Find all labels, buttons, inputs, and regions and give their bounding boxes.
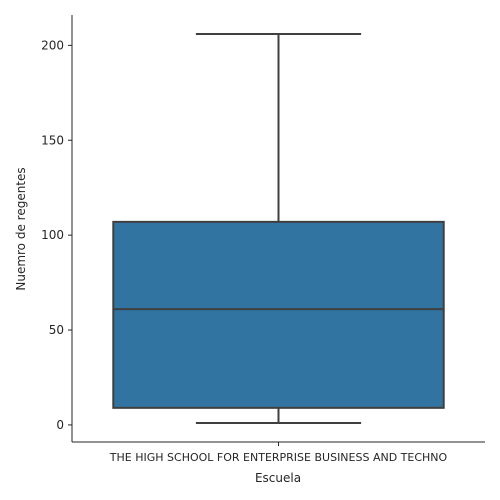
y-tick-label: 200 (41, 38, 64, 52)
y-tick-label: 50 (49, 323, 64, 337)
x-axis-label: Escuela (255, 471, 301, 485)
y-axis: 0 50 100 150 200 (41, 15, 73, 442)
interquartile-box (112, 220, 445, 409)
x-axis: THE HIGH SCHOOL FOR ENTERPRISE BUSINESS … (72, 441, 485, 464)
y-axis-label: Nuemro de regentes (14, 167, 28, 290)
x-tick-label: THE HIGH SCHOOL FOR ENTERPRISE BUSINESS … (109, 451, 448, 464)
plot-area (112, 32, 445, 425)
y-tick-label: 150 (41, 133, 64, 147)
y-tick-label: 100 (41, 228, 64, 242)
y-tick-label: 0 (56, 418, 64, 432)
